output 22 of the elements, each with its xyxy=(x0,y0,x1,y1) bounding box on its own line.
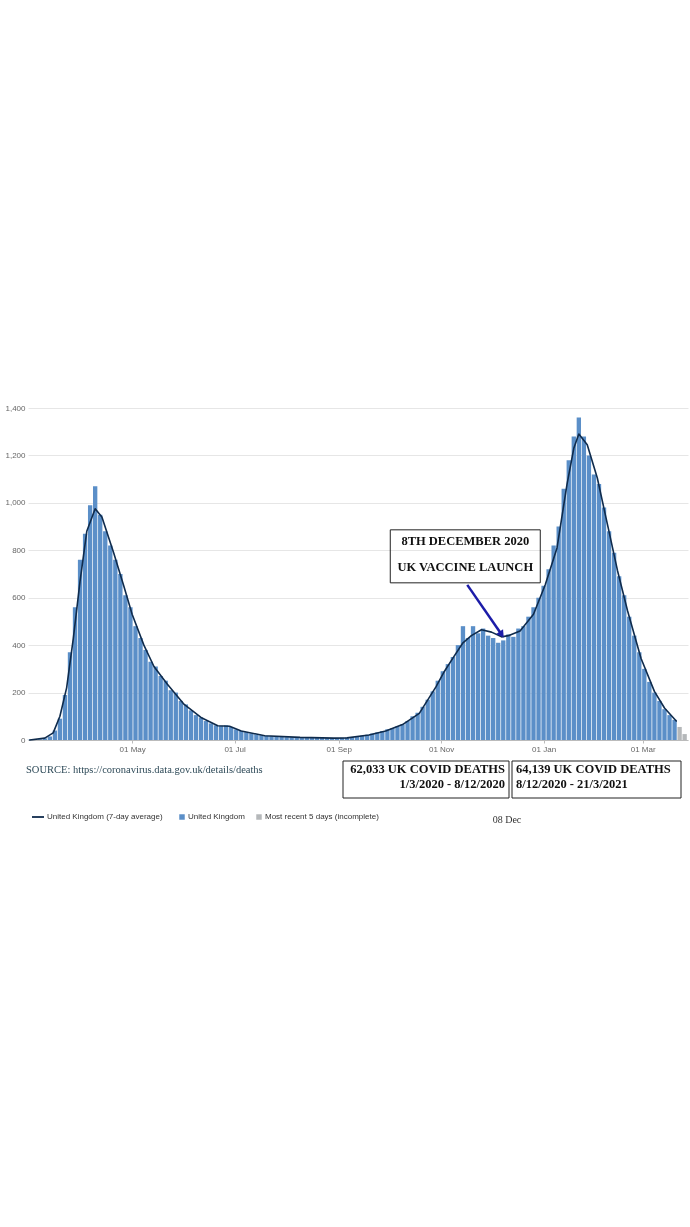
x-tick-label: 01 Jan xyxy=(532,744,557,754)
annotation: 8TH DECEMBER 2020 UK VACCINE LAUNCH xyxy=(397,533,534,574)
source-note: SOURCE: https://coronavirus.data.gov.uk/details/deaths xyxy=(26,764,263,775)
x-tick-label: 01 Jul xyxy=(224,744,246,754)
y-tick-label: 0 xyxy=(21,735,27,745)
text: 64,139 UK COVID DEATHS 8/12/2020 - 21/3/2021 xyxy=(516,762,671,791)
legend-label: United Kingdom (7-day average) xyxy=(47,812,163,821)
x-tick-label: 01 Nov xyxy=(428,744,455,754)
legend-label: United Kingdom xyxy=(188,812,246,821)
y-tick-label: 800 xyxy=(12,545,27,555)
x-tick-label: 01 Mar xyxy=(630,744,656,754)
x-tick-label: 01 Sep xyxy=(326,744,353,754)
y-tick-label: 1,000 xyxy=(5,498,27,508)
y-tick-label: 600 xyxy=(12,593,27,603)
text: 08 Dec xyxy=(492,814,522,825)
y-tick-label: 200 xyxy=(12,688,27,698)
x-tick-label: 01 May xyxy=(119,744,146,754)
legend-label: Most recent 5 days (incomplete) xyxy=(265,812,380,821)
text: 62,033 UK COVID DEATHS 1/3/2020 - 8/12/2020 xyxy=(350,762,506,791)
y-tick-label: 1,400 xyxy=(5,403,27,413)
y-tick-label: 1,200 xyxy=(5,450,27,460)
y-tick-label: 400 xyxy=(12,640,27,650)
